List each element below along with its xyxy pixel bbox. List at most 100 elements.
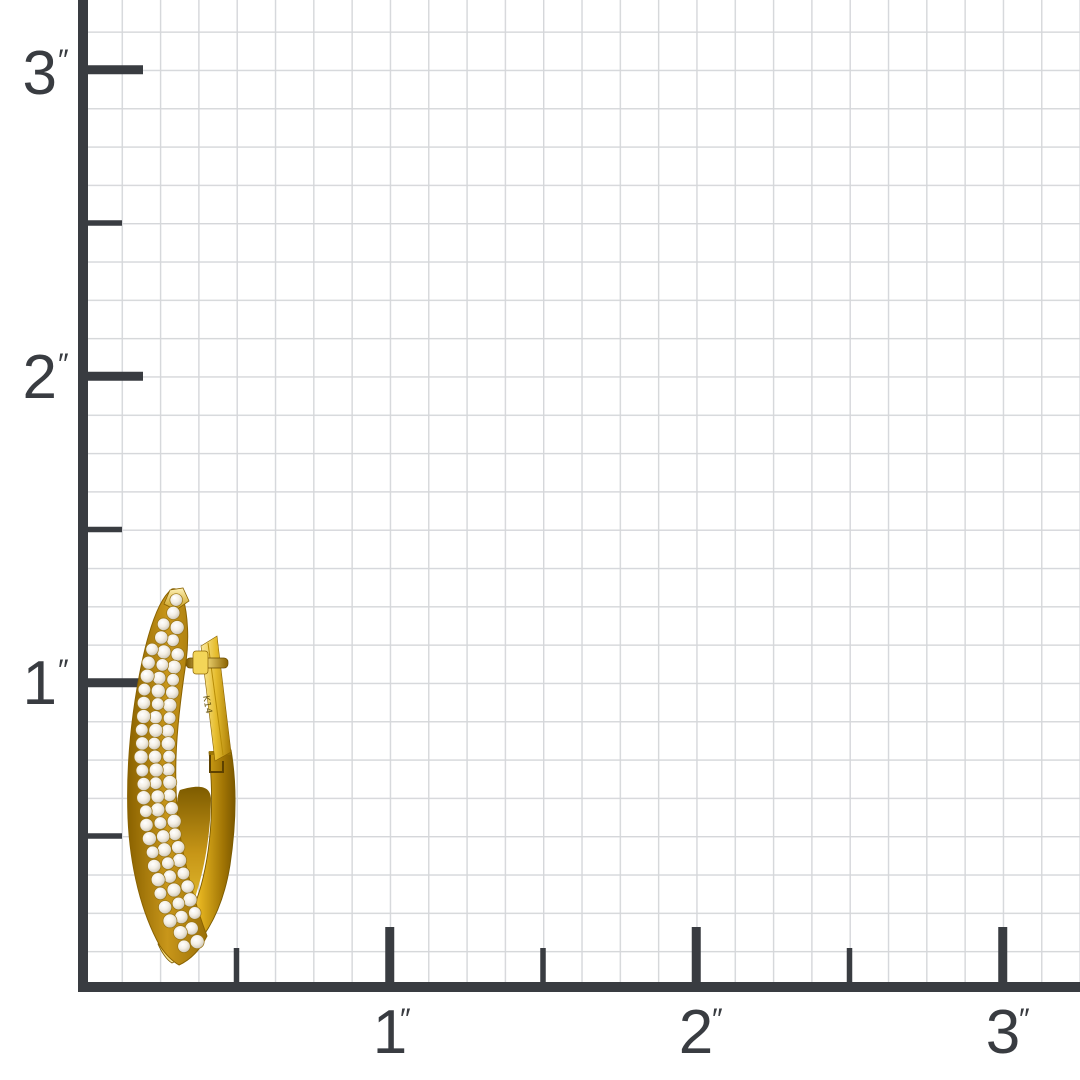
pave-diamond	[145, 845, 160, 859]
tick-2in-left	[88, 371, 143, 381]
pave-diamond	[188, 906, 202, 920]
earring-photo: K14	[127, 587, 236, 966]
tick-0p5in-bottom	[233, 948, 240, 982]
tick-3in-left	[88, 65, 143, 75]
x-axis-label-3in-unit: ″	[1019, 1003, 1030, 1036]
pave-diamond	[176, 866, 191, 881]
pave-diamond	[164, 801, 179, 816]
earring-pin-keeper	[192, 650, 209, 675]
pave-diamond	[170, 647, 185, 662]
pave-diamond	[180, 879, 195, 894]
earring-back-band	[157, 749, 236, 964]
pave-diamond	[135, 723, 149, 737]
diamond-sparkle	[152, 713, 156, 717]
pave-diamond	[158, 900, 173, 915]
y-axis-half-ticks	[88, 220, 122, 839]
y-axis-label-2in-unit: ″	[58, 348, 69, 381]
pave-diamond	[166, 882, 182, 898]
diamond-sparkle	[172, 596, 176, 599]
tick-2p5in-left	[88, 220, 122, 226]
pave-diamond	[168, 827, 182, 841]
pave-diamond	[151, 697, 165, 711]
pave-diamond	[135, 763, 149, 778]
diamond-sparkle	[158, 660, 162, 664]
x-axis-bar	[78, 982, 1080, 992]
tick-3in-bottom	[998, 927, 1008, 982]
pave-diamond	[142, 831, 157, 846]
diamond-sparkle	[143, 672, 147, 676]
tick-1p5in-left	[88, 526, 122, 533]
diamond-sparkle	[156, 889, 160, 893]
tick-2in-bottom	[691, 927, 701, 982]
pave-diamond	[166, 605, 181, 620]
earring-hinge-notch	[209, 753, 224, 773]
diamond-sparkle	[152, 766, 156, 769]
pave-diamond	[189, 934, 205, 950]
pave-diamond	[162, 749, 176, 764]
x-axis-label-1in: 1	[373, 998, 407, 1067]
diamond-sparkle	[156, 819, 160, 823]
diamond-sparkle	[145, 834, 149, 838]
pave-diamond	[136, 790, 152, 806]
y-axis-label-3in-unit: ″	[58, 44, 69, 77]
tick-1in-bottom	[385, 927, 395, 982]
pave-diamond	[147, 736, 161, 751]
pave-diamond	[137, 682, 152, 697]
diamond-sparkle	[168, 804, 172, 808]
x-axis-labels: 1 ″ 2 ″ 3 ″	[373, 998, 1030, 1067]
pave-diamond	[172, 853, 187, 868]
earring-metal-stamp: K14	[200, 695, 213, 715]
pave-diamond	[177, 939, 191, 953]
x-axis-major-ticks	[385, 927, 1008, 982]
pave-diamond	[149, 776, 163, 790]
pave-diamond	[166, 813, 182, 829]
pave-diamond	[139, 668, 155, 684]
y-axis-bar	[78, 0, 88, 992]
y-axis-label-3in: 3	[23, 39, 57, 108]
pave-diamond	[169, 620, 185, 635]
pave-diamond	[150, 683, 166, 699]
pave-diamond	[139, 804, 153, 818]
pave-diamond	[160, 723, 175, 738]
pave-diamond	[148, 762, 164, 778]
diamond-sparkle	[140, 780, 144, 784]
pave-diamond	[156, 617, 171, 631]
pave-diamond	[156, 644, 172, 660]
y-axis-major-ticks	[88, 65, 143, 688]
pave-diamond	[171, 840, 186, 855]
pave-diamond	[166, 633, 180, 647]
y-axis-labels: 3 ″ 2 ″ 1 ″	[23, 39, 69, 718]
diamond-sparkle	[166, 701, 170, 705]
pave-diamond	[161, 762, 176, 777]
pave-diamond	[162, 711, 177, 725]
pave-diamonds	[133, 593, 205, 953]
pave-diamond	[136, 777, 151, 792]
pave-diamond	[133, 749, 149, 765]
pave-diamond	[136, 709, 152, 724]
diamond-sparkle	[138, 725, 142, 729]
pave-diamond	[148, 749, 163, 764]
grid-background	[83, 0, 1080, 990]
pave-diamond	[154, 630, 169, 645]
diamond-sparkle	[176, 856, 180, 860]
diamond-sparkle	[174, 650, 178, 654]
pave-diamond	[150, 789, 165, 804]
x-axis-label-1in-unit: ″	[400, 1003, 411, 1036]
pave-diamond	[153, 886, 168, 901]
pave-diamond	[152, 670, 167, 685]
pave-diamond	[171, 896, 186, 911]
x-axis-half-ticks	[233, 948, 853, 982]
pave-diamond	[141, 655, 156, 670]
x-axis-label-2in-unit: ″	[712, 1003, 723, 1036]
pave-diamond	[182, 892, 198, 908]
pave-diamond	[173, 925, 188, 940]
y-axis-label-1in: 1	[23, 649, 57, 718]
pave-diamond	[155, 658, 170, 672]
pave-diamond	[135, 736, 150, 751]
pave-diamond	[157, 842, 172, 858]
x-axis-label-3in: 3	[986, 998, 1020, 1067]
diamond-sparkle	[191, 909, 195, 912]
pave-diamond	[169, 593, 183, 607]
pave-diamond	[166, 673, 180, 687]
